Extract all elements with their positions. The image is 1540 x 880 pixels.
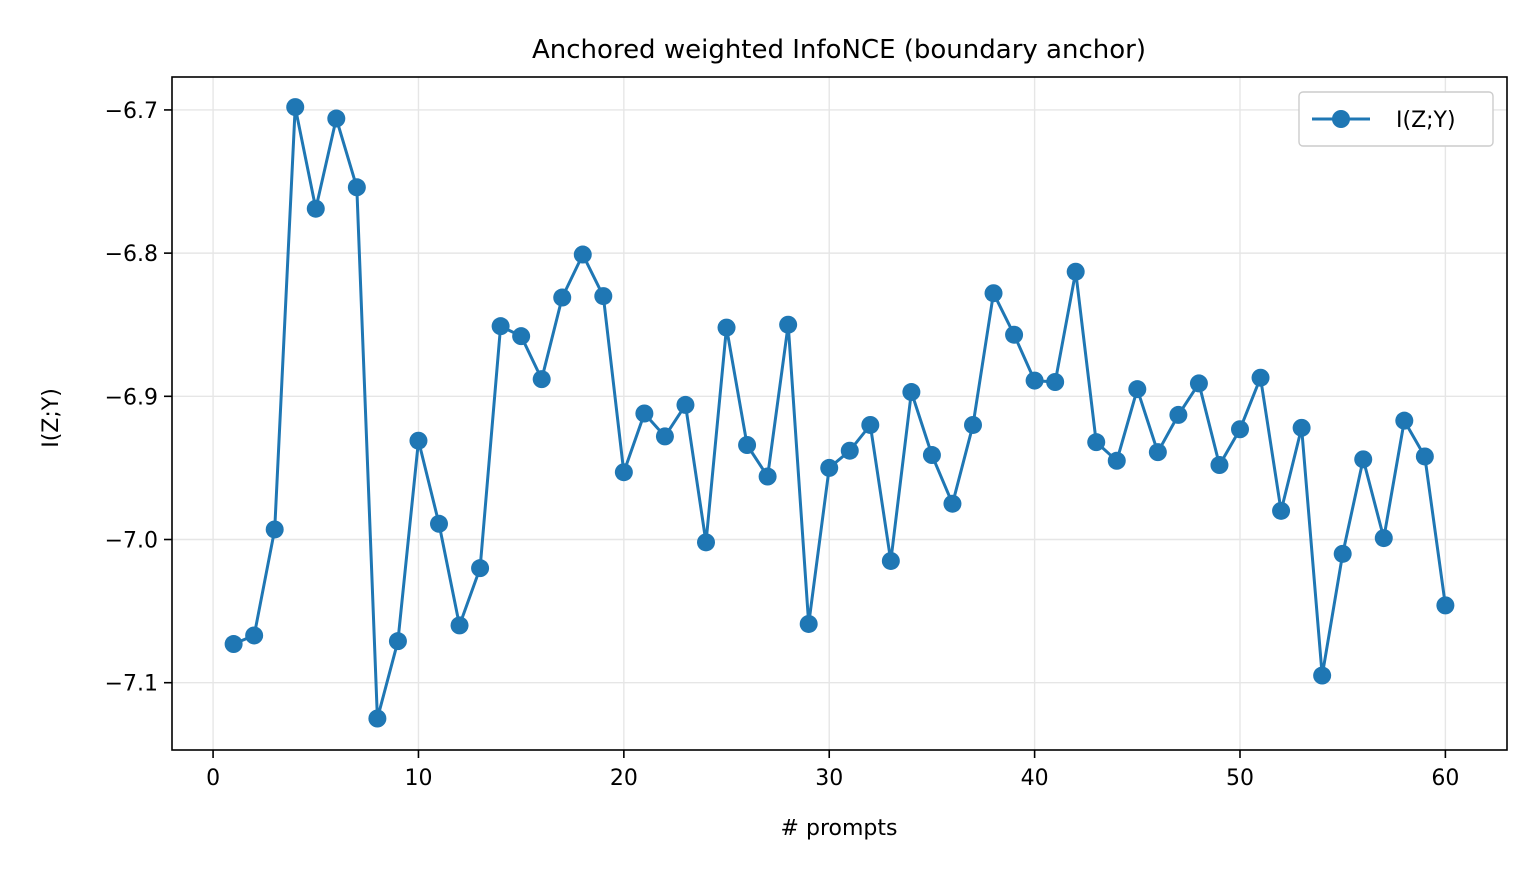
data-point [922,446,941,465]
x-tick-label: 50 [1226,766,1254,791]
data-point [245,626,264,645]
data-point [430,514,448,533]
series-line [233,105,1447,720]
data-point [1333,544,1352,563]
data-point [1025,371,1044,390]
y-tick-label: −6.9 [105,385,158,410]
legend-marker-swatch [1332,110,1350,128]
data-point [532,370,551,389]
grid [172,77,1507,750]
data-point [594,287,613,306]
data-point [1292,418,1311,437]
data-point [697,533,715,552]
data-point [964,415,982,434]
data-point [1210,456,1229,475]
data-point [573,245,592,264]
data-point [984,284,1003,303]
data-point [1395,411,1414,430]
x-tick-label: 20 [610,766,638,791]
data-point [1436,596,1455,615]
series-layer [224,98,1455,728]
chart-title: Anchored weighted InfoNCE (boundary anch… [532,35,1146,65]
data-point [717,318,736,337]
data-point [1169,405,1188,424]
y-tick-label: −7.0 [105,529,158,554]
data-point [1313,666,1332,685]
data-point [471,559,490,578]
legend-label: I(Z;Y) [1396,108,1456,133]
legend-box [1298,91,1494,147]
data-point [347,178,366,197]
data-point [655,427,674,446]
data-point [224,635,243,654]
data-point [306,199,325,218]
data-point [1107,451,1126,470]
x-tick-label: 40 [1021,766,1049,791]
x-tick-label: 30 [815,766,843,791]
data-point [881,551,900,570]
data-point [1046,372,1065,391]
data-point [943,494,962,513]
data-point [1189,374,1208,393]
data-point [1272,501,1291,520]
data-point [553,288,572,307]
data-point [614,463,633,482]
data-point [1128,380,1147,399]
data-point [1148,443,1167,462]
data-point [1005,325,1024,344]
data-point [450,616,469,635]
data-point [779,315,798,334]
data-point [840,441,859,460]
y-axis: −6.7 −6.8 −6.9 −7.0 −7.1 [105,99,172,697]
data-point [1415,447,1434,466]
data-point [676,395,695,414]
data-point [738,436,757,455]
y-tick-label: −6.8 [105,242,158,267]
data-point [758,467,777,486]
legend: I(Z;Y) [1298,91,1494,147]
data-point [368,709,387,728]
data-point [799,614,818,633]
data-point [902,383,921,402]
data-point [286,98,305,117]
plot-frame [171,76,1508,751]
x-tick-label: 10 [404,766,432,791]
data-point [1231,420,1249,439]
data-point [265,520,284,539]
data-point [512,327,531,346]
data-point [409,431,428,450]
data-point [1251,368,1270,387]
data-point [388,632,407,651]
data-point [491,317,510,336]
data-point [1087,433,1106,452]
data-point [1066,262,1085,281]
y-tick-label: −7.1 [105,672,158,697]
x-axis: 0 10 20 30 40 50 60 [206,750,1459,791]
x-tick-label: 60 [1431,766,1459,791]
data-point [1354,450,1373,469]
data-point [820,458,839,477]
x-tick-label: 0 [206,766,220,791]
y-axis-title: I(Z;Y) [39,388,64,448]
y-tick-label: −6.7 [105,99,158,124]
x-axis-title: # prompts [781,816,898,841]
data-point [861,415,880,434]
data-point [1374,529,1393,548]
data-point [635,404,654,423]
data-point [327,109,346,128]
